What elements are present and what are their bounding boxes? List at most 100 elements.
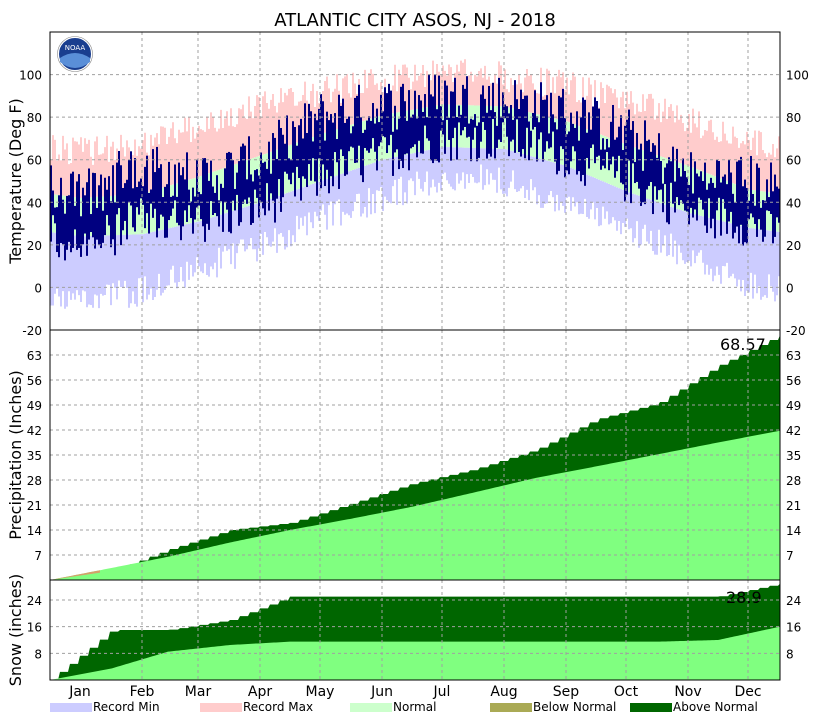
- observed-temp-bar: [676, 148, 678, 198]
- observed-temp-bar: [422, 111, 424, 154]
- legend-item: Below Normal: [490, 700, 616, 714]
- observed-temp-bar: [154, 172, 156, 209]
- observed-temp-bar: [510, 104, 512, 142]
- observed-temp-bar: [60, 177, 62, 243]
- observed-temp-bar: [156, 146, 158, 238]
- observed-temp-bar: [254, 170, 256, 190]
- observed-temp-bar: [728, 159, 730, 222]
- observed-temp-bar: [218, 200, 220, 227]
- observed-temp-bar: [668, 157, 670, 225]
- observed-temp-bar: [626, 119, 628, 195]
- observed-temp-bar: [504, 104, 506, 119]
- y-axis-label: Precipitation (Inches): [6, 370, 25, 540]
- observed-temp-bar: [322, 101, 324, 165]
- observed-temp-bar: [662, 183, 664, 213]
- observed-temp-bar: [646, 140, 648, 190]
- observed-temp-bar: [568, 131, 570, 175]
- observed-temp-bar: [212, 186, 214, 216]
- observed-temp-bar: [760, 207, 762, 230]
- observed-temp-bar: [326, 111, 328, 170]
- observed-temp-bar: [152, 149, 154, 218]
- observed-temp-bar: [88, 168, 90, 240]
- observed-temp-bar: [436, 109, 438, 161]
- observed-temp-bar: [520, 89, 522, 157]
- observed-temp-bar: [216, 175, 218, 217]
- observed-temp-bar: [366, 120, 368, 151]
- observed-temp-bar: [528, 121, 530, 161]
- observed-temp-bar: [696, 173, 698, 221]
- panel-frame: [49, 579, 781, 681]
- observed-temp-bar: [170, 196, 172, 216]
- observed-temp-bar: [302, 138, 304, 177]
- observed-temp-bar: [368, 116, 370, 153]
- observed-temp-bar: [690, 152, 692, 208]
- observed-temp-bar: [150, 189, 152, 204]
- observed-temp-bar: [730, 172, 732, 212]
- observed-temp-bar: [462, 84, 464, 131]
- observed-temp-bar: [316, 120, 318, 196]
- observed-temp-bar: [208, 180, 210, 230]
- observed-temp-bar: [542, 99, 544, 162]
- observed-temp-bar: [600, 149, 602, 170]
- observed-temp-bar: [640, 143, 642, 206]
- observed-temp-bar: [54, 207, 56, 224]
- observed-temp-bar: [592, 106, 594, 145]
- observed-temp-bar: [684, 170, 686, 211]
- observed-temp-bar: [270, 173, 272, 194]
- noaa-logo: NOAA: [57, 36, 93, 72]
- observed-temp-bar: [444, 80, 446, 154]
- observed-temp-bar: [472, 119, 474, 140]
- observed-temp-bar: [638, 149, 640, 189]
- observed-temp-bar: [488, 85, 490, 154]
- observed-temp-bar: [758, 167, 760, 220]
- observed-temp-bar: [142, 186, 144, 205]
- observed-temp-bar: [772, 191, 774, 244]
- observed-temp-bar: [606, 138, 608, 153]
- observed-temp-bar: [544, 99, 546, 152]
- observed-temp-bar: [722, 176, 724, 200]
- observed-temp-bar: [712, 182, 714, 219]
- observed-temp-bar: [710, 177, 712, 229]
- observed-temp-bar: [376, 108, 378, 171]
- observed-temp-bar: [224, 168, 226, 203]
- observed-temp-bar: [214, 192, 216, 214]
- y-tick-right: 42: [786, 424, 801, 438]
- observed-temp-bar: [480, 94, 482, 142]
- observed-temp-bar: [556, 129, 558, 175]
- observed-temp-bar: [656, 157, 658, 200]
- observed-temp-bar: [770, 162, 772, 214]
- observed-temp-bar: [230, 152, 232, 234]
- legend-label: Below Normal: [533, 700, 616, 714]
- observed-temp-bar: [196, 159, 198, 208]
- observed-temp-bar: [190, 201, 192, 219]
- observed-temp-bar: [290, 159, 292, 185]
- observed-temp-bar: [518, 108, 520, 153]
- observed-temp-bar: [304, 103, 306, 179]
- observed-temp-bar: [442, 120, 444, 135]
- observed-temp-bar: [536, 116, 538, 162]
- observed-temp-bar: [582, 97, 584, 175]
- observed-temp-bar: [532, 112, 534, 130]
- x-axis-months: Jan Feb Mar Apr May Jun Jul Aug Sep Oct Nov Dec: [68, 684, 761, 700]
- observed-temp-bar: [350, 133, 352, 147]
- observed-temp-bar: [660, 160, 662, 190]
- y-tick-left: 16: [27, 621, 42, 635]
- month-label: Jun: [370, 684, 393, 700]
- observed-temp-bar: [278, 119, 280, 180]
- observed-temp-bar: [692, 193, 694, 218]
- observed-temp-bar: [754, 205, 756, 224]
- observed-temp-bar: [166, 184, 168, 238]
- observed-temp-bar: [330, 114, 332, 177]
- observed-temp-bar: [674, 181, 676, 213]
- observed-temp-bar: [508, 113, 510, 157]
- y-tick-right: 60: [786, 154, 801, 168]
- observed-temp-bar: [282, 134, 284, 198]
- observed-temp-bar: [390, 90, 392, 135]
- observed-temp-bar: [418, 95, 420, 141]
- observed-temp-bar: [264, 161, 266, 216]
- observed-temp-bar: [534, 90, 536, 127]
- observed-temp-bar: [258, 175, 260, 218]
- observed-temp-bar: [574, 127, 576, 152]
- legend-item: Normal: [350, 700, 436, 714]
